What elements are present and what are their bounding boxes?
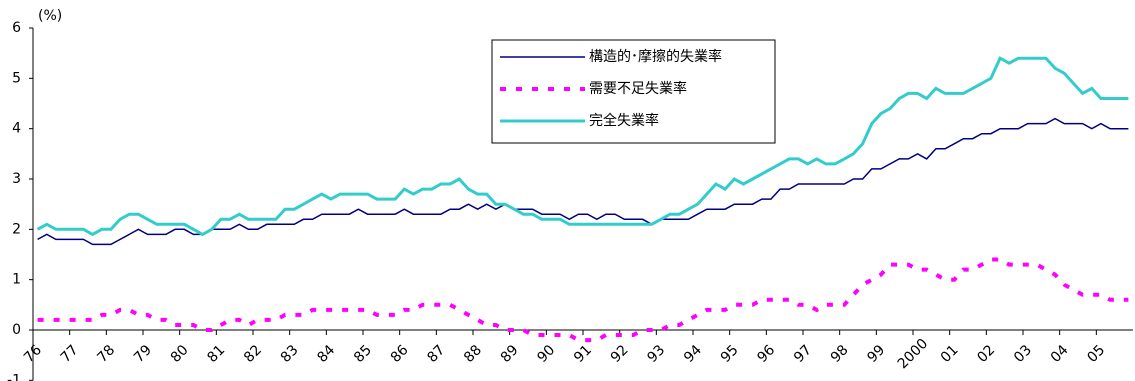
x-tick-label: 88 xyxy=(461,342,485,366)
x-tick-label: 03 xyxy=(1011,342,1035,366)
series-line xyxy=(36,56,1129,237)
x-tick-label: 90 xyxy=(534,342,558,366)
y-tick-label: -1 xyxy=(7,372,21,381)
y-tick-label: 2 xyxy=(12,221,21,237)
x-tick-label: 91 xyxy=(571,342,595,366)
x-tick-label: 76 xyxy=(21,342,45,366)
x-tick-label: 87 xyxy=(424,342,448,366)
x-tick-label: 94 xyxy=(681,342,705,366)
x-tick-label: 97 xyxy=(791,342,815,366)
x-tick-label: 02 xyxy=(974,342,998,366)
x-tick-label: 82 xyxy=(241,342,265,366)
y-tick-label: 4 xyxy=(12,121,21,137)
y-tick-label: 5 xyxy=(12,70,21,86)
x-tick-label: 79 xyxy=(131,342,155,366)
x-tick-label: 81 xyxy=(204,342,228,366)
x-tick-label: 01 xyxy=(938,342,962,366)
x-tick-label: 80 xyxy=(168,342,192,366)
y-tick-label: 6 xyxy=(12,20,21,36)
x-tick-label: 2000 xyxy=(895,336,932,373)
legend-label: 完全失業率 xyxy=(589,112,659,129)
y-tick-label: 3 xyxy=(12,171,21,187)
y-tick-label: 1 xyxy=(12,272,21,288)
x-tick-label: 92 xyxy=(608,342,632,366)
legend-label: 構造的･摩擦的失業率 xyxy=(589,48,722,65)
x-tick-label: 83 xyxy=(278,342,302,366)
x-tick-label: 96 xyxy=(754,342,778,366)
x-tick-label: 86 xyxy=(388,342,412,366)
x-tick-label: 98 xyxy=(828,342,852,366)
series-line xyxy=(37,117,1129,246)
x-tick-label: 85 xyxy=(351,342,375,366)
x-tick-label: 78 xyxy=(94,342,118,366)
legend-label: 需要不足失業率 xyxy=(589,80,687,97)
x-tick-label: 95 xyxy=(718,342,742,366)
x-tick-label: 99 xyxy=(864,342,888,366)
x-tick-label: 05 xyxy=(1084,342,1108,366)
y-tick-label: 0 xyxy=(12,322,21,338)
unit-label: (%) xyxy=(38,8,62,24)
x-tick-label: 89 xyxy=(498,342,522,366)
x-tick-label: 77 xyxy=(58,342,82,366)
x-tick-label: 04 xyxy=(1048,342,1072,366)
x-tick-label: 93 xyxy=(644,342,668,366)
series-line xyxy=(37,257,1129,343)
x-tick-label: 84 xyxy=(314,342,338,366)
